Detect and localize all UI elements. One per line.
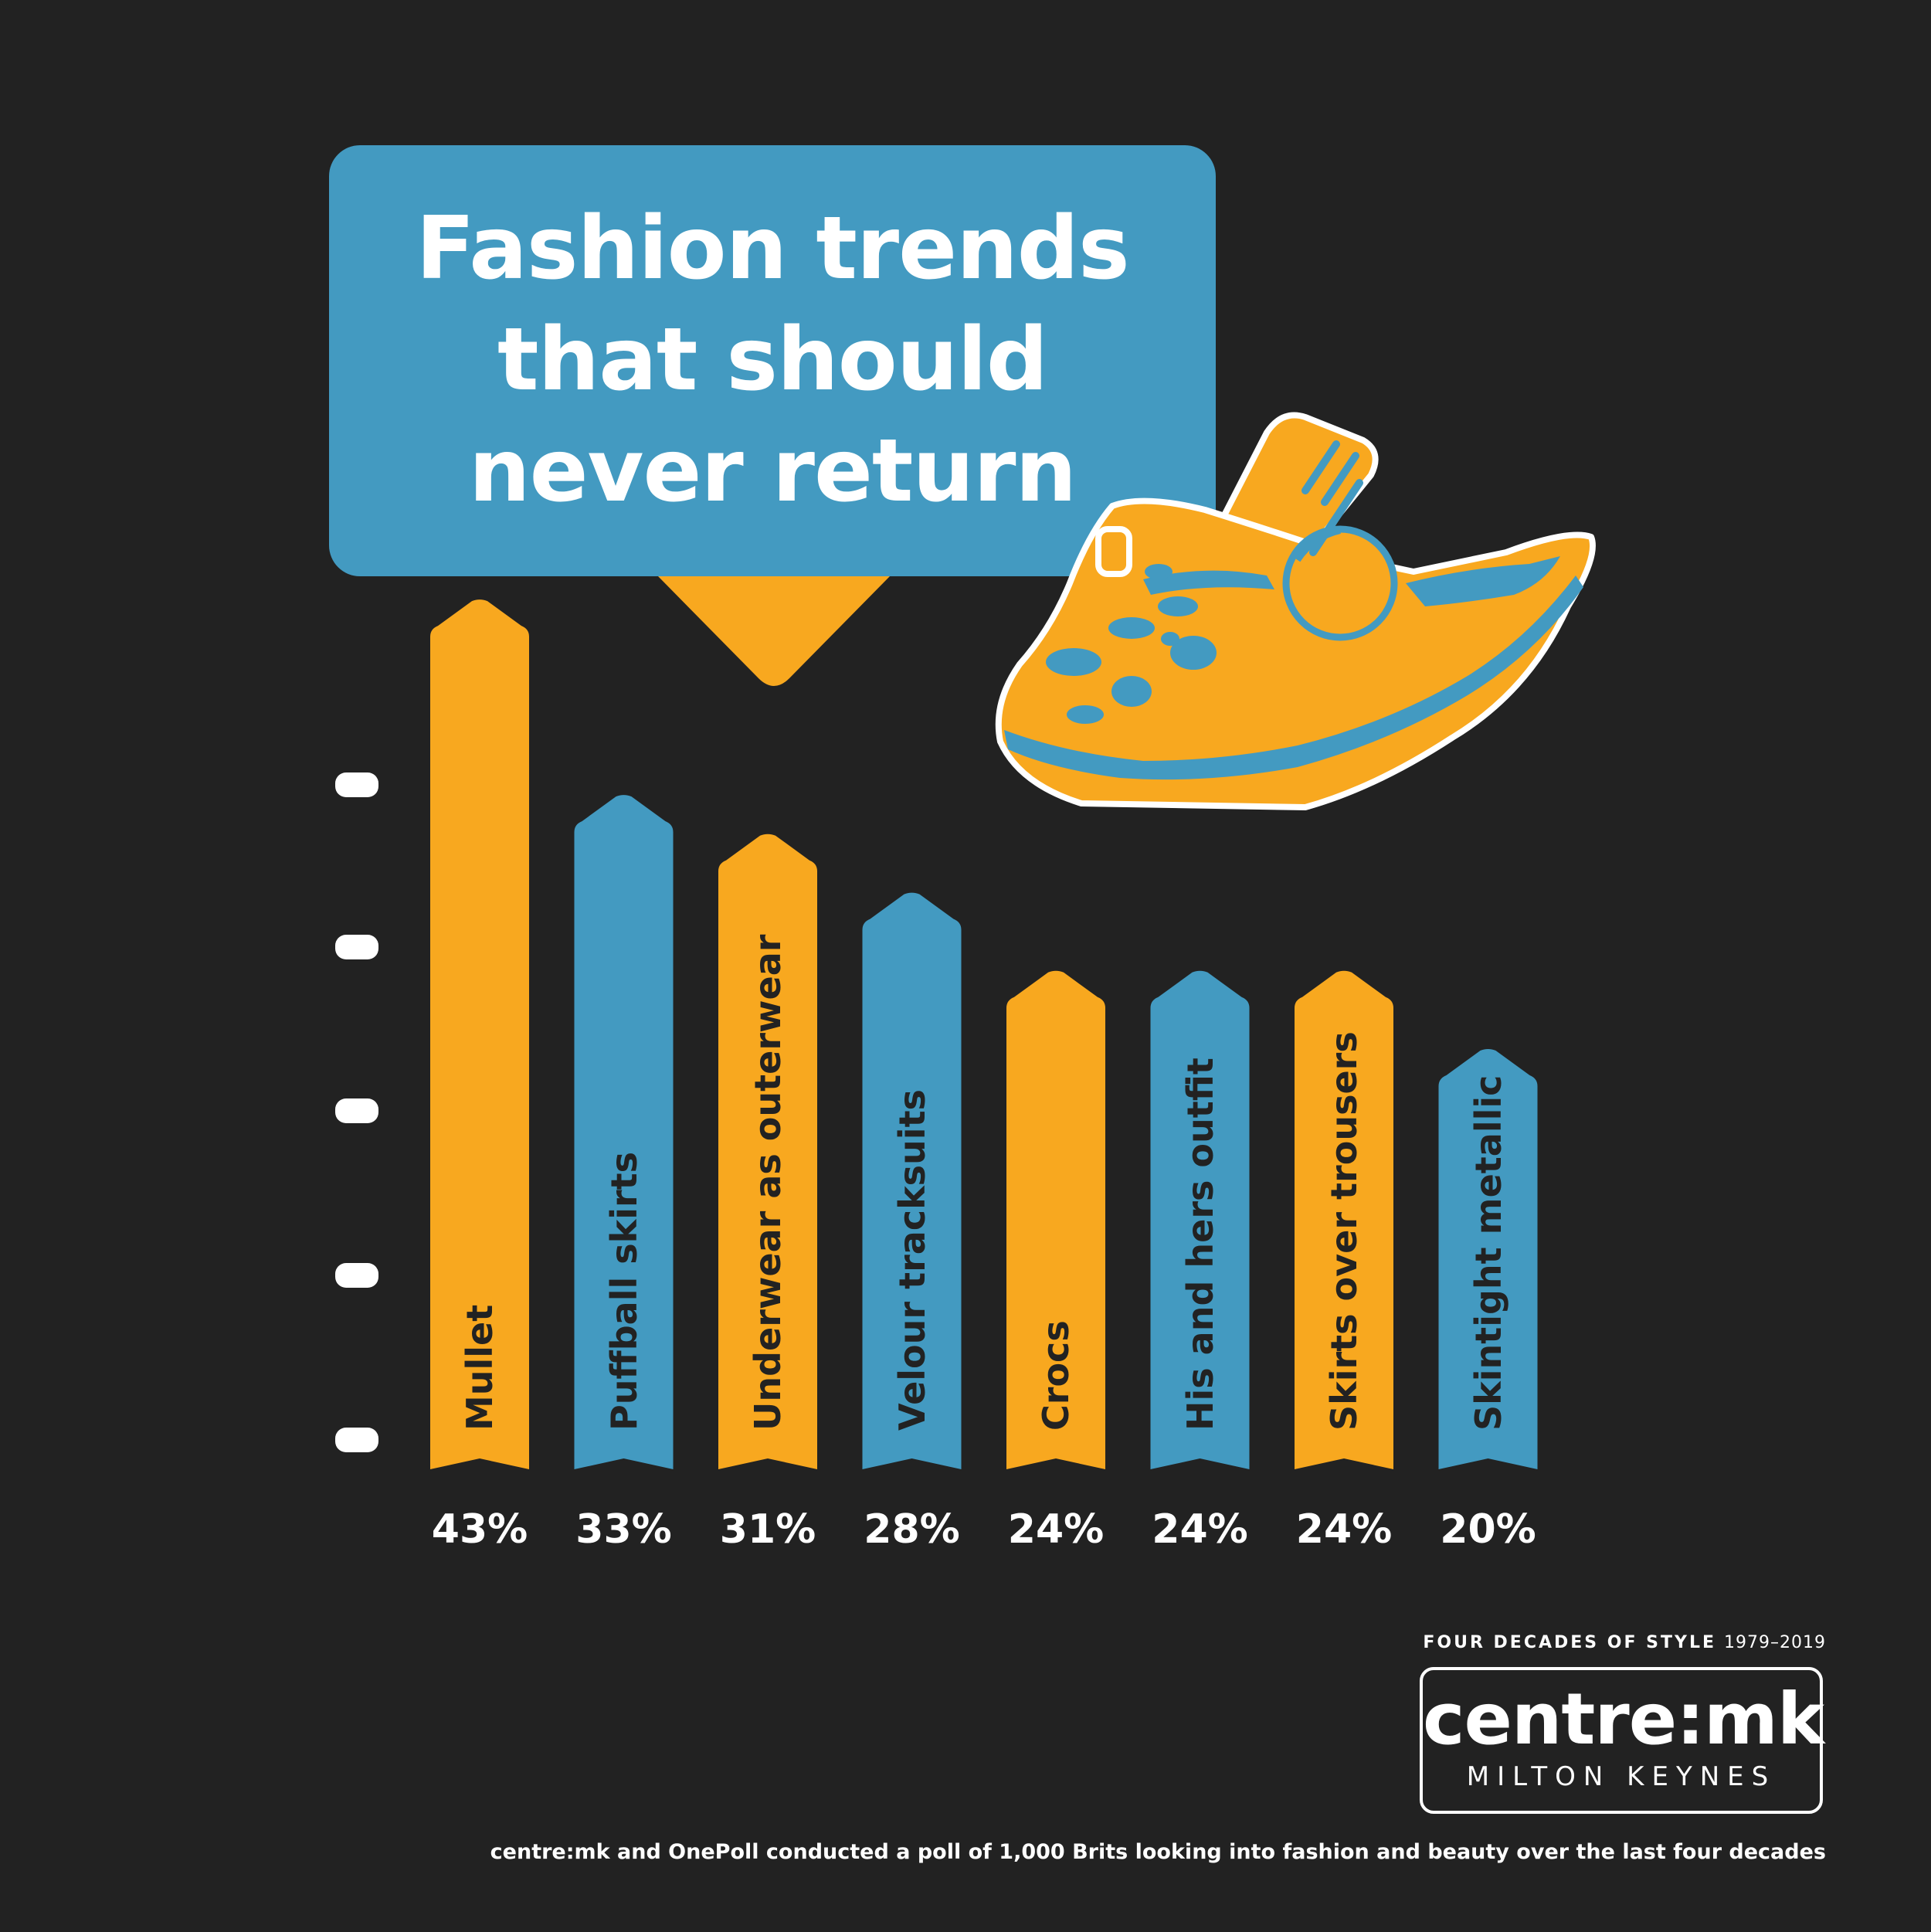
title-line-3: never return (468, 421, 1077, 521)
y-tick (335, 1428, 378, 1452)
logo-sub-text: MILTON KEYNES (1466, 1761, 1777, 1792)
value-label: 20% (1440, 1506, 1536, 1553)
bar-his-and-hers-outfit (1150, 970, 1250, 1469)
bar-label: Crocs (1035, 1320, 1077, 1431)
title-pointer (658, 576, 890, 686)
y-tick (335, 1263, 378, 1288)
y-tick (335, 935, 378, 959)
tagline-years: 1979–2019 (1724, 1633, 1826, 1652)
centre-mk-logo: centre:mk MILTON KEYNES (1420, 1667, 1824, 1814)
bar-label: Skintight metallic (1467, 1075, 1509, 1431)
bar-label: Puffball skirts (602, 1151, 645, 1431)
tagline: FOUR DECADES OF STYLE 1979–2019 (1423, 1633, 1826, 1652)
value-label: 24% (1152, 1506, 1248, 1553)
source-footnote: centre:mk and OnePoll conducted a poll o… (490, 1840, 1826, 1864)
logo-main-text: centre:mk (1423, 1678, 1824, 1761)
value-label: 28% (864, 1506, 960, 1553)
value-label: 33% (575, 1506, 672, 1553)
bar-label: Skirts over trousers (1323, 1031, 1365, 1431)
value-label: 43% (431, 1506, 528, 1553)
value-label: 24% (1007, 1506, 1105, 1553)
bar-label: Mullet (459, 1304, 501, 1431)
title-box (329, 145, 1216, 576)
bar-velour-tracksuits (862, 892, 962, 1469)
bar-label: Underwear as outerwear (747, 934, 789, 1431)
bar-skirts-over-trousers (1295, 970, 1393, 1469)
value-label: 24% (1295, 1506, 1393, 1553)
tagline-text: FOUR DECADES OF STYLE (1423, 1633, 1717, 1652)
bar-skintight-metallic (1438, 1049, 1538, 1469)
croc-shoe-icon (995, 412, 1596, 810)
bar-crocs (1006, 970, 1105, 1469)
bar-mullet (430, 599, 529, 1469)
y-axis (335, 772, 378, 1452)
chart-title: Fashion trends that should never return (329, 193, 1216, 527)
y-tick (335, 1098, 378, 1123)
bar-label: His and hers outfit (1179, 1058, 1221, 1431)
value-label: 31% (719, 1506, 816, 1553)
bar-underwear-as-outerwear (718, 834, 817, 1469)
bar-label: Velour tracksuits (891, 1089, 933, 1431)
bar-puffball-skirts (574, 795, 674, 1469)
title-line-1: Fashion trends (416, 199, 1129, 299)
y-tick (335, 772, 378, 797)
title-line-2: that should (497, 310, 1048, 410)
